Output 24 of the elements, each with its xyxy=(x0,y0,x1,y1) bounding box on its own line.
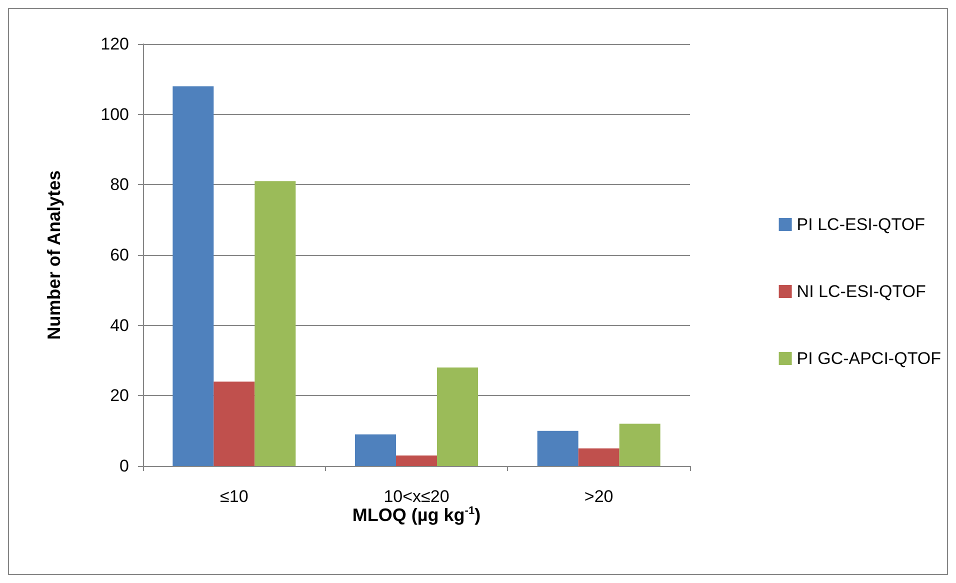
y-tick-label: 40 xyxy=(110,316,129,335)
y-tick-label: 20 xyxy=(110,386,129,406)
x-tick-label: ≤10 xyxy=(220,487,248,506)
bar xyxy=(254,181,296,466)
y-axis-title: Number of Analytes xyxy=(44,170,64,340)
y-tick-label: 60 xyxy=(110,246,129,264)
y-tick-label: 100 xyxy=(100,104,129,124)
legend-label: PI GC-APCI-QTOF xyxy=(796,349,942,368)
bar xyxy=(437,368,478,466)
bar xyxy=(619,424,660,466)
y-tick-label: 120 xyxy=(100,34,129,54)
bar xyxy=(214,382,255,466)
bar xyxy=(537,430,578,466)
x-axis-title: MLOQ (µg kg$^{-1}$) xyxy=(351,505,482,526)
y-tick-label: 0 xyxy=(120,456,129,476)
y-tick-label: 80 xyxy=(110,175,129,194)
x-tick-label: >20 xyxy=(584,487,614,506)
legend-label: NI LC-ESI-QTOF xyxy=(796,282,926,301)
bar xyxy=(355,434,396,466)
legend-label: PI LC-ESI-QTOF xyxy=(796,215,925,234)
bar xyxy=(396,455,437,466)
bar xyxy=(172,86,214,466)
x-tick-label: 10<x≤20 xyxy=(384,487,450,506)
bar xyxy=(578,448,620,466)
